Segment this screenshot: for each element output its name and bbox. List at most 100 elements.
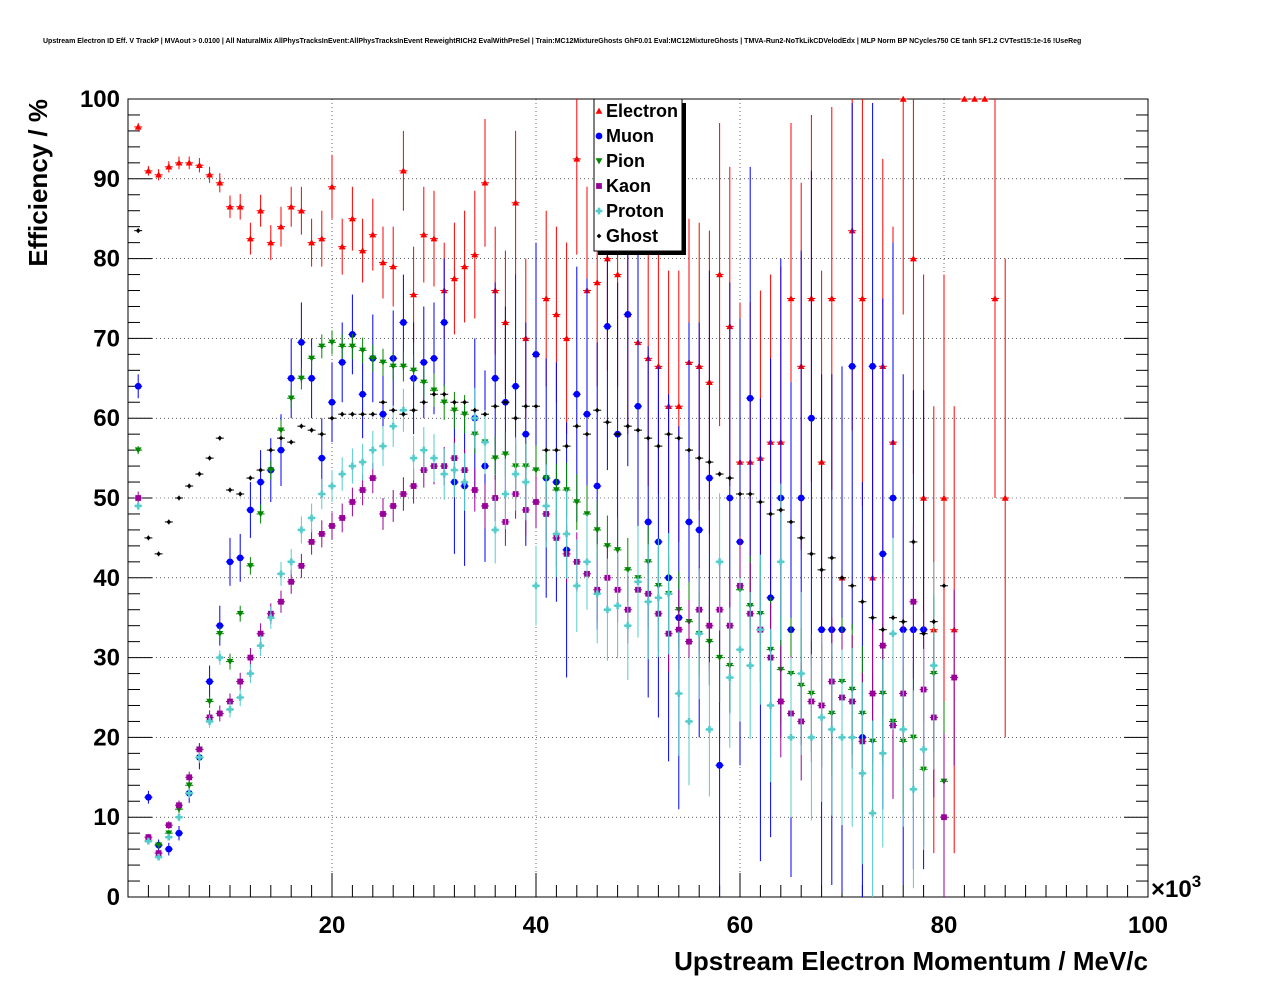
data-point bbox=[400, 406, 407, 414]
data-point bbox=[452, 399, 457, 405]
data-point bbox=[604, 323, 611, 330]
data-point bbox=[889, 494, 897, 502]
data-point bbox=[431, 391, 437, 397]
data-point bbox=[921, 631, 926, 637]
data-point bbox=[278, 435, 284, 441]
data-point bbox=[319, 431, 325, 437]
data-point bbox=[532, 467, 540, 474]
data-point bbox=[379, 259, 387, 266]
data-point bbox=[910, 785, 917, 793]
data-point bbox=[655, 362, 662, 370]
data-point bbox=[941, 583, 947, 589]
series-ghost bbox=[134, 228, 948, 637]
data-point bbox=[134, 447, 142, 454]
data-point bbox=[542, 295, 550, 302]
data-point bbox=[185, 789, 193, 797]
data-point bbox=[175, 159, 183, 166]
data-point bbox=[206, 698, 213, 705]
data-point bbox=[614, 271, 621, 278]
data-point bbox=[859, 769, 866, 777]
y-tick-label: 40 bbox=[93, 565, 120, 592]
data-point bbox=[410, 367, 417, 374]
data-point bbox=[420, 446, 428, 454]
data-point bbox=[318, 343, 326, 350]
data-point bbox=[532, 350, 540, 358]
data-point bbox=[298, 375, 305, 382]
data-point bbox=[471, 414, 479, 422]
data-point bbox=[226, 558, 234, 566]
data-point bbox=[277, 427, 285, 434]
y-tick-label: 0 bbox=[107, 884, 120, 911]
data-point bbox=[318, 235, 326, 242]
data-point bbox=[644, 598, 652, 606]
data-point bbox=[186, 483, 192, 489]
x-axis-label: Upstream Electron Momentum / MeV/c bbox=[674, 946, 1148, 976]
data-point bbox=[768, 511, 773, 517]
data-point bbox=[400, 363, 407, 370]
data-point bbox=[758, 499, 763, 505]
x-tick-label: 20 bbox=[319, 912, 346, 939]
data-point bbox=[145, 834, 152, 841]
legend-label-electron: Electron bbox=[606, 101, 678, 121]
data-point bbox=[268, 447, 274, 453]
data-point bbox=[236, 203, 244, 210]
series-electron bbox=[134, 95, 1010, 854]
data-point bbox=[482, 411, 488, 417]
data-point bbox=[889, 630, 897, 638]
data-point bbox=[328, 339, 336, 346]
data-point bbox=[675, 690, 683, 697]
data-point bbox=[503, 399, 508, 405]
data-point bbox=[400, 491, 407, 497]
data-point bbox=[267, 614, 275, 622]
data-point bbox=[288, 439, 294, 445]
x-tick-label: 80 bbox=[931, 912, 958, 939]
data-point bbox=[900, 619, 906, 625]
data-point bbox=[828, 726, 836, 733]
data-point bbox=[481, 438, 489, 446]
data-point bbox=[329, 415, 335, 421]
data-point bbox=[635, 427, 641, 433]
data-point bbox=[236, 554, 244, 562]
data-point bbox=[675, 626, 682, 633]
data-point bbox=[216, 179, 224, 186]
data-point bbox=[196, 753, 203, 761]
data-point bbox=[135, 228, 141, 234]
y-tick-label: 10 bbox=[93, 804, 120, 831]
data-point bbox=[389, 363, 397, 370]
data-point bbox=[879, 749, 887, 757]
data-point bbox=[808, 734, 815, 741]
data-point bbox=[605, 419, 610, 425]
data-point bbox=[716, 654, 723, 661]
data-point bbox=[328, 482, 336, 490]
data-point bbox=[644, 518, 652, 526]
data-point bbox=[298, 207, 305, 214]
data-point bbox=[338, 343, 346, 350]
data-point bbox=[625, 423, 631, 429]
data-point bbox=[819, 567, 824, 573]
data-point bbox=[369, 475, 376, 481]
data-point bbox=[237, 678, 244, 685]
data-point bbox=[185, 782, 193, 789]
data-point bbox=[176, 495, 182, 501]
data-point bbox=[940, 494, 948, 501]
data-point bbox=[196, 161, 203, 168]
data-point bbox=[951, 674, 958, 681]
data-point bbox=[696, 455, 702, 461]
data-point bbox=[930, 662, 938, 669]
data-point bbox=[430, 235, 438, 242]
data-point bbox=[145, 793, 152, 801]
data-point bbox=[522, 430, 530, 438]
series-proton bbox=[134, 387, 938, 897]
legend-label-muon: Muon bbox=[606, 126, 654, 146]
data-point bbox=[707, 459, 712, 465]
data-point bbox=[287, 558, 295, 566]
data-point bbox=[277, 223, 285, 230]
data-point bbox=[380, 511, 386, 517]
legend-marker-electron bbox=[595, 107, 603, 114]
data-point bbox=[471, 487, 478, 493]
data-point bbox=[655, 594, 662, 602]
data-point bbox=[879, 642, 886, 649]
data-point bbox=[247, 563, 254, 570]
data-point bbox=[156, 551, 161, 557]
data-point bbox=[287, 395, 295, 402]
